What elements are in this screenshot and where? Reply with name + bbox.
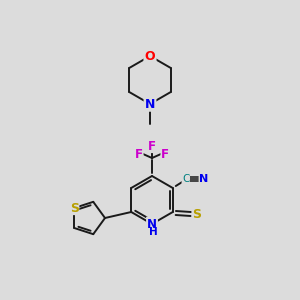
Text: S: S: [192, 208, 201, 220]
Text: O: O: [145, 50, 155, 62]
Text: F: F: [148, 140, 156, 152]
Text: N: N: [199, 174, 208, 184]
Text: N: N: [147, 218, 157, 230]
Text: F: F: [161, 148, 169, 160]
Text: F: F: [135, 148, 143, 160]
Text: H: H: [148, 227, 158, 237]
Text: C: C: [182, 174, 190, 184]
Text: S: S: [70, 202, 79, 214]
Text: N: N: [145, 98, 155, 110]
